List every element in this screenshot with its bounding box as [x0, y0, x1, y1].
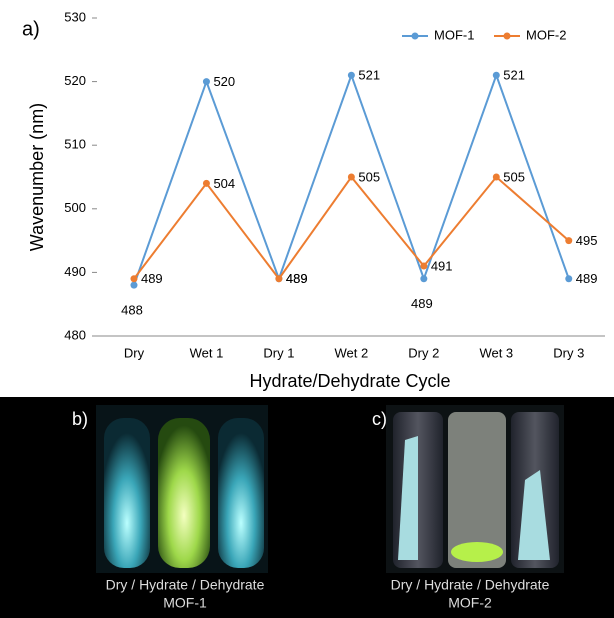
caption: MOF-2 — [448, 595, 492, 611]
y-axis-title: Wavenumber (nm) — [27, 103, 47, 251]
point — [420, 275, 427, 282]
caption: MOF-1 — [163, 595, 207, 611]
vial — [158, 418, 210, 568]
point — [130, 282, 137, 289]
data-label: 520 — [213, 74, 235, 89]
y-tick-label: 530 — [64, 9, 86, 24]
point — [348, 72, 355, 79]
x-tick-label: Dry — [124, 345, 145, 360]
point — [203, 180, 210, 187]
data-label: 489 — [286, 271, 308, 286]
x-axis-title: Hydrate/Dehydrate Cycle — [249, 371, 450, 391]
x-tick-label: Wet 3 — [479, 345, 513, 360]
point — [275, 275, 282, 282]
x-tick-label: Wet 1 — [190, 345, 224, 360]
x-tick-label: Dry 3 — [553, 345, 584, 360]
data-label: 491 — [431, 258, 453, 273]
panel-label: a) — [22, 18, 40, 40]
vial — [218, 418, 264, 568]
y-tick-label: 520 — [64, 73, 86, 88]
photo-b — [96, 405, 268, 573]
data-label: 489 — [411, 296, 433, 311]
panel-label: c) — [372, 409, 387, 429]
photo-panel: b) Dry / Hydrate / Dehydrate MOF-1 c) Dry / … — [0, 397, 614, 618]
glow — [451, 542, 503, 562]
point — [348, 174, 355, 181]
point — [493, 72, 500, 79]
data-label: 489 — [141, 271, 163, 286]
figure: a) Wavenumber (nm) Hydrate/Dehydrate Cyc… — [0, 0, 614, 618]
x-tick-label: Dry 2 — [408, 345, 439, 360]
point — [203, 78, 210, 85]
data-label: 505 — [358, 169, 380, 184]
point — [420, 263, 427, 270]
x-tick-label: Dry 1 — [263, 345, 294, 360]
point — [565, 237, 572, 244]
line — [134, 177, 569, 279]
legend-label: MOF-2 — [526, 27, 566, 42]
y-tick-label: 480 — [64, 327, 86, 342]
point — [493, 174, 500, 181]
data-label: 488 — [121, 303, 143, 318]
data-label: 505 — [503, 169, 525, 184]
data-label: 504 — [213, 176, 235, 191]
legend-marker — [504, 33, 511, 40]
point — [130, 275, 137, 282]
data-label: 489 — [576, 271, 598, 286]
legend-marker — [412, 33, 419, 40]
data-label: 495 — [576, 233, 598, 248]
photo-c — [386, 405, 564, 573]
legend-label: MOF-1 — [434, 27, 474, 42]
y-tick-label: 490 — [64, 264, 86, 279]
data-label: 521 — [503, 68, 525, 83]
y-tick-label: 510 — [64, 137, 86, 152]
caption: Dry / Hydrate / Dehydrate — [106, 577, 265, 593]
x-tick-label: Wet 2 — [335, 345, 369, 360]
point — [565, 275, 572, 282]
vial — [104, 418, 150, 568]
caption: Dry / Hydrate / Dehydrate — [391, 577, 550, 593]
panel-label: b) — [72, 409, 88, 429]
y-tick-label: 500 — [64, 200, 86, 215]
data-label: 521 — [358, 68, 380, 83]
